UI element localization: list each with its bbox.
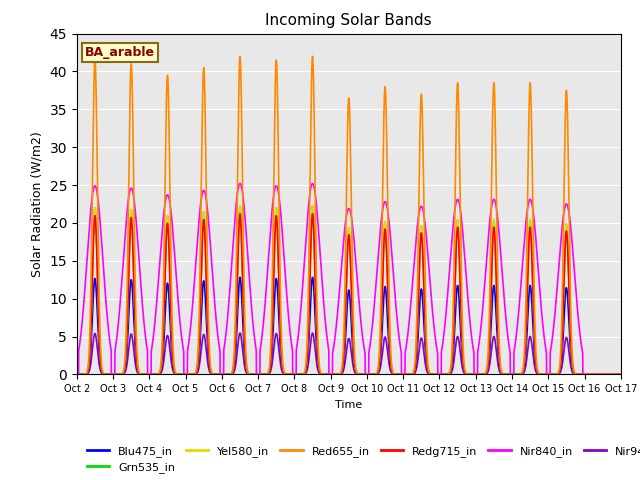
Title: Incoming Solar Bands: Incoming Solar Bands <box>266 13 432 28</box>
X-axis label: Time: Time <box>335 400 362 409</box>
Legend: Blu475_in, Grn535_in, Yel580_in, Red655_in, Redg715_in, Nir840_in, Nir945_in: Blu475_in, Grn535_in, Yel580_in, Red655_… <box>83 441 640 478</box>
Text: BA_arable: BA_arable <box>85 46 155 59</box>
Y-axis label: Solar Radiation (W/m2): Solar Radiation (W/m2) <box>31 131 44 277</box>
